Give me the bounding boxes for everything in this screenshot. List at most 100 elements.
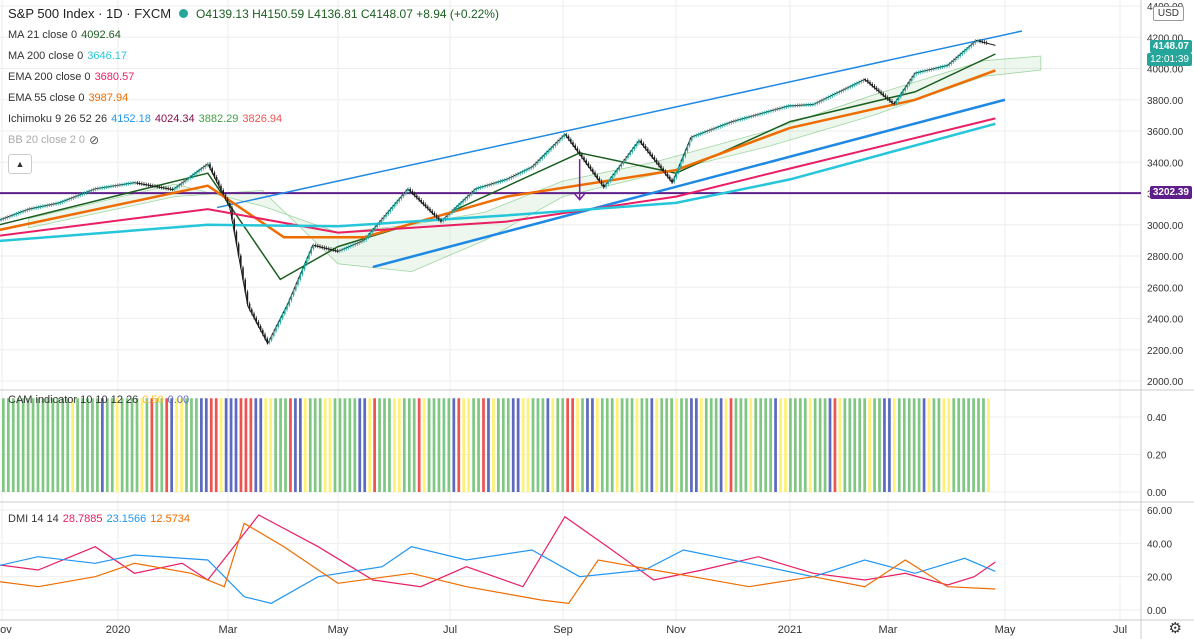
candle-body bbox=[101, 187, 103, 189]
cam-bar bbox=[645, 398, 649, 492]
candle-body bbox=[627, 154, 629, 158]
cam-bar bbox=[462, 398, 466, 492]
candle-body bbox=[374, 227, 376, 230]
symbol-title[interactable]: S&P 500 Index · 1D · FXCM bbox=[8, 6, 172, 21]
hidden-eye-icon[interactable]: ⊘ bbox=[89, 133, 100, 147]
time-tick-label: Nov bbox=[666, 624, 686, 636]
dmi-value-1: 28.7885 bbox=[62, 513, 103, 525]
candle-body bbox=[935, 68, 937, 70]
candle-body bbox=[422, 202, 425, 205]
cam-bar bbox=[150, 398, 154, 492]
dmi-legend[interactable]: DMI 14 14 28.7885 23.1566 12.5734 bbox=[8, 509, 190, 530]
candle-body bbox=[306, 259, 308, 265]
cam-legend[interactable]: CAM indicator 10 10 12 26 0.50 0.00 bbox=[8, 390, 189, 411]
candle-body bbox=[611, 175, 614, 179]
candle-body bbox=[906, 84, 909, 88]
candle-body bbox=[748, 116, 750, 118]
candle-body bbox=[926, 70, 928, 72]
currency-button[interactable]: USD bbox=[1152, 6, 1184, 21]
candle-body bbox=[479, 187, 482, 189]
candle-body bbox=[977, 40, 979, 42]
candle-body bbox=[310, 248, 312, 254]
candle-body bbox=[224, 194, 227, 199]
candle-body bbox=[444, 217, 447, 220]
cam-bar bbox=[308, 398, 312, 492]
cam-bar bbox=[452, 398, 456, 492]
cam-bar bbox=[962, 398, 966, 492]
time-tick-label: Mar bbox=[219, 624, 238, 636]
candle-body bbox=[457, 204, 460, 207]
candle-body bbox=[537, 161, 539, 164]
candle-body bbox=[15, 213, 18, 215]
price-tick-label: 4200.00 bbox=[1147, 33, 1184, 44]
candle-body bbox=[779, 108, 781, 110]
cam-bar bbox=[699, 398, 703, 492]
candle-body bbox=[796, 105, 799, 107]
cam-bar bbox=[190, 398, 193, 492]
cam-bar bbox=[299, 398, 302, 492]
candle-body bbox=[86, 192, 88, 194]
candle-body bbox=[176, 186, 178, 189]
cam-bar bbox=[942, 398, 946, 492]
cam-bar bbox=[947, 398, 951, 492]
legend-bb[interactable]: BB 20 close 2 0 ⊘ bbox=[8, 130, 282, 151]
cam-bar bbox=[303, 398, 307, 492]
indicator-legend: MA 21 close 0 4092.64 MA 200 close 0 3646.… bbox=[8, 25, 282, 151]
cam-bar bbox=[41, 398, 45, 492]
legend-ichimoku[interactable]: Ichimoku 9 26 52 26 4152.18 4024.34 3882… bbox=[8, 109, 282, 130]
candle-body bbox=[869, 82, 871, 84]
candle-body bbox=[9, 216, 11, 218]
candle-body bbox=[281, 314, 284, 319]
candle-body bbox=[567, 136, 570, 140]
candle-body bbox=[499, 181, 502, 183]
candle-body bbox=[440, 219, 442, 222]
candle-body bbox=[75, 196, 77, 198]
candle-body bbox=[616, 169, 618, 173]
candle-body bbox=[640, 140, 642, 144]
candle-body bbox=[636, 143, 638, 147]
cam-value-1: 0.50 bbox=[142, 394, 164, 406]
candle-body bbox=[930, 69, 933, 71]
cam-bar bbox=[140, 398, 144, 492]
candle-body bbox=[354, 243, 356, 245]
candle-body bbox=[596, 175, 598, 179]
legend-ma21[interactable]: MA 21 close 0 4092.64 bbox=[8, 25, 282, 46]
cam-bar bbox=[393, 398, 396, 492]
cam-bar bbox=[472, 398, 475, 492]
cam-bar bbox=[937, 398, 941, 492]
cam-bar bbox=[561, 398, 565, 492]
candle-body bbox=[710, 129, 713, 131]
cam-bar bbox=[586, 398, 589, 492]
candle-body bbox=[658, 162, 660, 166]
candle-body bbox=[202, 167, 205, 169]
cam-bar bbox=[239, 398, 243, 492]
candle-body bbox=[286, 305, 288, 310]
cam-bar bbox=[437, 398, 441, 492]
collapse-legend-button[interactable]: ▲ bbox=[8, 154, 32, 174]
gear-icon[interactable]: ⚙ bbox=[1168, 620, 1182, 637]
candle-body bbox=[473, 190, 475, 193]
candle-body bbox=[559, 139, 561, 142]
candle-body bbox=[957, 56, 959, 59]
cam-bar bbox=[516, 398, 520, 492]
candle-body bbox=[884, 95, 887, 98]
candle-body bbox=[554, 143, 557, 146]
candle-body bbox=[191, 175, 194, 177]
ohlc-readout: O4139.13 H4150.59 L4136.81 C4148.07 +8.9… bbox=[196, 6, 499, 21]
candle-body bbox=[431, 210, 433, 214]
symbol-header: S&P 500 Index · 1D · FXCM O4139.13 H4150… bbox=[8, 6, 499, 21]
candle-body bbox=[4, 217, 7, 219]
price-tick-label: 4000.00 bbox=[1147, 65, 1184, 76]
candle-body bbox=[587, 163, 590, 167]
legend-ema55[interactable]: EMA 55 close 0 3987.94 bbox=[8, 88, 282, 109]
candle-body bbox=[424, 204, 427, 207]
candle-body bbox=[763, 112, 766, 114]
cam-bar bbox=[729, 398, 733, 492]
legend-ma200[interactable]: MA 200 close 0 3646.17 bbox=[8, 46, 282, 67]
candle-body bbox=[167, 188, 169, 190]
cam-bar bbox=[66, 398, 70, 492]
candle-body bbox=[739, 119, 741, 121]
legend-ema200[interactable]: EMA 200 close 0 3680.57 bbox=[8, 67, 282, 88]
cam-bar bbox=[878, 398, 881, 492]
candle-body bbox=[231, 207, 233, 220]
